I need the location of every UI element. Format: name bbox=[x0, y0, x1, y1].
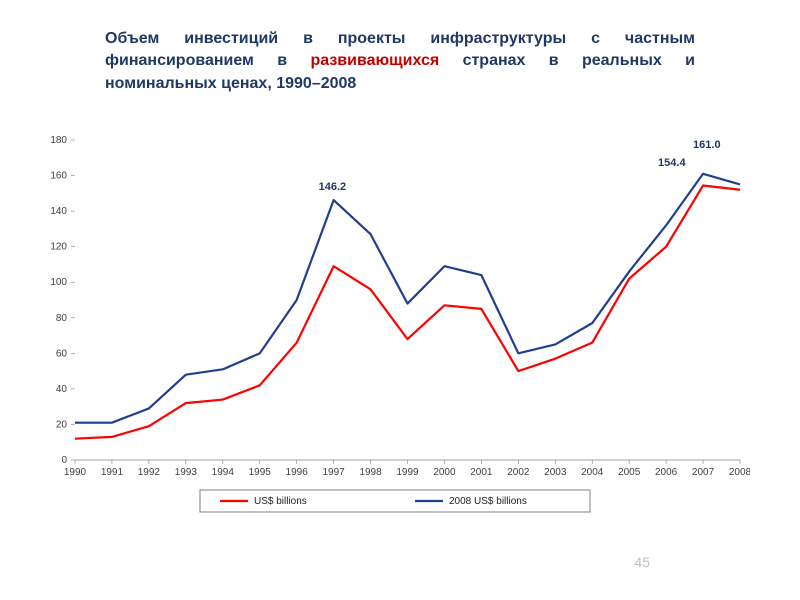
svg-text:1993: 1993 bbox=[175, 467, 198, 478]
svg-text:2000: 2000 bbox=[433, 467, 456, 478]
title-highlight: развивающихся bbox=[310, 52, 439, 69]
svg-text:2008: 2008 bbox=[729, 467, 750, 478]
svg-text:1999: 1999 bbox=[396, 467, 419, 478]
svg-text:140: 140 bbox=[50, 206, 67, 217]
svg-text:1995: 1995 bbox=[249, 467, 272, 478]
svg-text:1996: 1996 bbox=[286, 467, 309, 478]
svg-text:80: 80 bbox=[56, 313, 68, 324]
legend-label: US$ billions bbox=[254, 496, 307, 507]
svg-text:1991: 1991 bbox=[101, 467, 124, 478]
svg-text:180: 180 bbox=[50, 135, 67, 146]
svg-text:2005: 2005 bbox=[618, 467, 641, 478]
svg-text:2007: 2007 bbox=[692, 467, 715, 478]
svg-text:1998: 1998 bbox=[359, 467, 382, 478]
svg-text:160: 160 bbox=[50, 171, 67, 182]
svg-text:2002: 2002 bbox=[507, 467, 530, 478]
svg-text:60: 60 bbox=[56, 348, 68, 359]
line-chart: 0 20 40 60 80 100 120 140 160 180 1990 1991 1992 1993… bbox=[30, 130, 750, 520]
legend-label: 2008 US$ billions bbox=[449, 496, 527, 507]
svg-text:2003: 2003 bbox=[544, 467, 567, 478]
svg-text:2001: 2001 bbox=[470, 467, 493, 478]
svg-text:1990: 1990 bbox=[64, 467, 87, 478]
svg-text:20: 20 bbox=[56, 419, 68, 430]
svg-text:0: 0 bbox=[61, 455, 67, 466]
page-number: 45 bbox=[634, 554, 650, 570]
data-label: 154.4 bbox=[658, 157, 686, 169]
data-label: 146.2 bbox=[319, 181, 347, 193]
svg-text:40: 40 bbox=[56, 384, 68, 395]
svg-text:1992: 1992 bbox=[138, 467, 161, 478]
svg-text:120: 120 bbox=[50, 242, 67, 253]
svg-text:2004: 2004 bbox=[581, 467, 604, 478]
svg-text:1994: 1994 bbox=[212, 467, 235, 478]
svg-text:100: 100 bbox=[50, 277, 67, 288]
series-line bbox=[75, 186, 740, 439]
data-label: 161.0 bbox=[693, 139, 721, 151]
chart-title: Объем инвестиций в проекты инфраструктур… bbox=[105, 28, 695, 95]
series-line bbox=[75, 174, 740, 423]
svg-text:1997: 1997 bbox=[322, 467, 345, 478]
svg-text:2006: 2006 bbox=[655, 467, 678, 478]
